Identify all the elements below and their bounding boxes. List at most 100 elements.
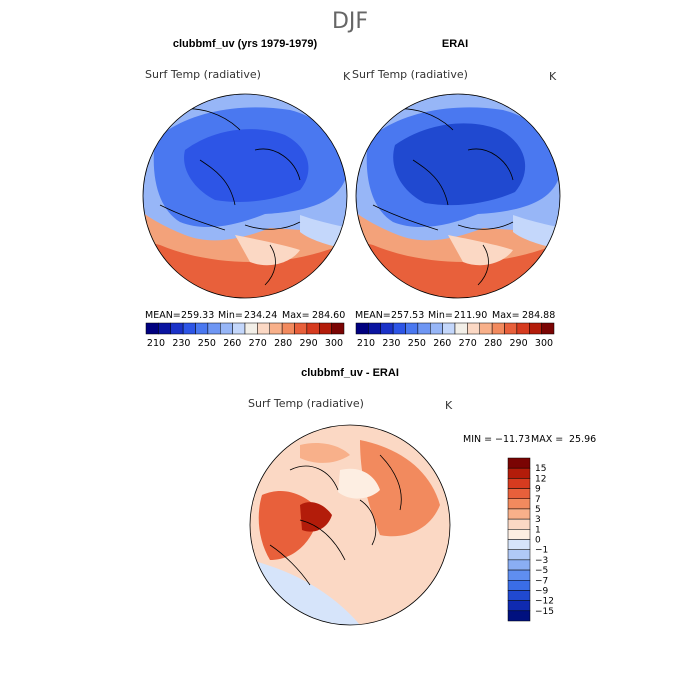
max-value: 284.88 [522,310,555,321]
colorbar-swatch [220,322,233,335]
panel-obs-variable: Surf Temp (radiative) [352,68,468,81]
colorbar-swatch [507,498,531,510]
colorbar-model: 210 230 250 260 270 280 290 300 [145,322,345,349]
min-value: 211.90 [454,310,487,321]
mean-label: MEAN= [355,310,391,321]
panel-model-title: clubbmf_uv (yrs 1979-1979) [173,38,318,50]
colorbar-swatch [507,478,531,489]
max-label: Max= [282,310,310,321]
colorbar-tick-label: −12 [535,597,554,607]
colorbar-swatch [182,322,196,335]
panel-obs: ERAI Surf Temp (radiative) K MEAN= 257.5… [352,38,561,349]
colorbar-swatch [507,488,531,499]
max-value: 284.60 [312,310,345,321]
colorbar-swatch [281,322,295,335]
colorbar-swatch [319,322,332,335]
mean-label: MEAN= [145,310,181,321]
colorbar-swatch [294,322,308,335]
panel-model-map [143,94,347,298]
colorbar-tick-label: 290 [300,338,318,349]
map-boundary [355,93,561,299]
colorbar-swatch [507,508,531,520]
colorbar-tick-label: 280 [274,338,292,349]
map-boundary [249,424,451,626]
colorbar-tick-label: 7 [535,495,541,505]
panel-diff-title: clubbmf_uv - ERAI [301,367,399,379]
colorbar-swatch [368,322,381,335]
colorbar-swatch [244,322,258,335]
colorbar-swatch [442,322,456,335]
colorbar-swatch [507,569,531,581]
colorbar-swatch [507,549,531,561]
panel-diff-units: K [445,399,453,412]
map-region-mild [235,235,300,266]
colorbar-tick-label: 3 [535,515,541,525]
colorbar-swatch [269,322,283,335]
colorbar-tick-label: 300 [325,338,343,349]
colorbar-swatch [195,322,209,335]
min-label: Min= [428,310,453,321]
panel-diff-stats: MIN = −11.73 MAX = 25.96 [463,434,596,445]
colorbar-swatch [207,322,221,335]
colorbar-swatch [232,322,246,335]
colorbar-tick-label: −5 [535,566,548,576]
mean-value: 259.33 [181,310,214,321]
colorbar-tick-label: −7 [535,576,548,586]
colorbar-swatch [507,580,531,591]
panel-obs-units: K [549,70,557,83]
panel-model-units: K [343,70,351,83]
diff-region-positive-n [300,443,350,463]
colorbar-tick-label: 260 [223,338,241,349]
panel-obs-title: ERAI [442,38,468,50]
colorbar-swatch [331,322,345,335]
colorbar-swatch [467,322,480,335]
panel-obs-stats: MEAN= 257.53 Min= 211.90 Max= 284.88 [355,310,555,321]
colorbar-tick-label: 1 [535,525,541,535]
coastline [269,454,402,586]
colorbar-tick-label: 9 [535,485,541,495]
colorbar-tick-label: 210 [357,338,375,349]
colorbar-swatch [405,322,419,335]
colorbar-tick-label: 12 [535,474,546,484]
colorbar-tick-label: 270 [459,338,477,349]
colorbar-swatch [507,559,531,571]
colorbar-swatch [507,529,531,540]
colorbar-swatch [504,322,518,335]
colorbar-tick-label: 210 [147,338,165,349]
colorbar-swatch [454,322,468,335]
panel-diff: clubbmf_uv - ERAI Surf Temp (radiative) … [248,367,596,626]
colorbar-swatch [507,590,531,601]
coastline [372,108,514,286]
min-label: Min= [218,310,243,321]
colorbar-swatch [158,322,171,335]
panel-obs-map [356,94,560,298]
diff-region-neutral [338,468,380,499]
colorbar-tick-label: 250 [198,338,216,349]
colorbar-tick-label: 270 [249,338,267,349]
colorbar-swatch [507,467,531,479]
colorbar-tick-label: −15 [535,607,554,617]
colorbar-swatch [355,322,369,335]
colorbar-swatch [541,322,555,335]
min-label: MIN = [463,434,492,445]
colorbar-tick-label: −9 [535,586,549,596]
colorbar-tick-label: 260 [433,338,451,349]
map-region-coldest [393,123,526,206]
panel-diff-map [250,425,450,625]
colorbar-tick-label: −3 [535,556,548,566]
colorbar-swatch [430,322,443,335]
colorbar-swatch [516,322,530,335]
colorbar-tick-label: 230 [172,338,190,349]
mean-value: 257.53 [391,310,424,321]
colorbar-tick-label: 230 [382,338,400,349]
max-value: 25.96 [569,434,596,445]
panel-model-variable: Surf Temp (radiative) [145,68,261,81]
colorbar-tick-label: 250 [408,338,426,349]
panel-diff-variable: Surf Temp (radiative) [248,397,364,410]
colorbar-tick-label: 15 [535,464,546,474]
colorbar-tick-label: 300 [535,338,553,349]
colorbar-swatch [257,322,270,335]
panel-model-stats: MEAN= 259.33 Min= 234.24 Max= 284.60 [145,310,345,321]
